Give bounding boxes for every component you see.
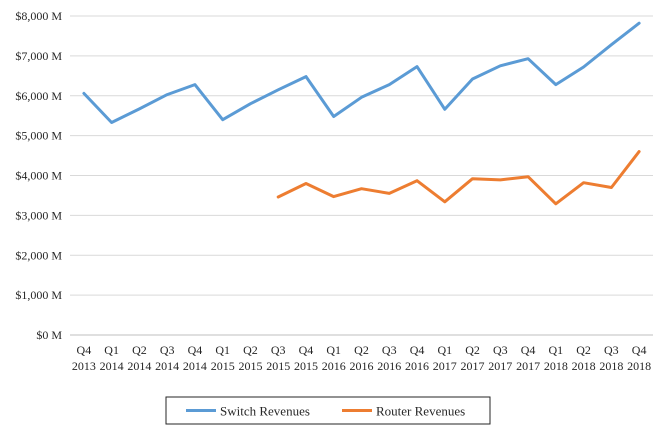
x-tick-label: Q1 2017 [433,343,457,373]
x-tick-label: Q4 2014 [183,343,207,373]
x-tick-year: 2016 [377,359,401,373]
x-tick-year: 2016 [350,359,374,373]
y-tick-label: $6,000 M [15,89,62,103]
legend: Switch Revenues Router Revenues [165,396,491,425]
legend-label: Router Revenues [376,404,465,419]
x-tick-label: Q2 2017 [461,343,485,373]
y-tick-label: $8,000 M [15,9,62,23]
y-tick-label: $1,000 M [15,288,62,302]
x-tick-quarter: Q2 [354,343,369,357]
x-tick-year: 2015 [266,359,290,373]
x-tick-label: Q2 2016 [350,343,374,373]
x-tick-year: 2014 [183,359,207,373]
x-tick-label: Q2 2018 [572,343,596,373]
x-tick-label: Q4 2016 [405,343,429,373]
x-tick-quarter: Q2 [576,343,591,357]
y-tick-label: $4,000 M [15,169,62,183]
x-tick-quarter: Q1 [104,343,119,357]
x-tick-label: Q2 2014 [127,343,151,373]
x-tick-quarter: Q1 [437,343,452,357]
y-tick-label: $3,000 M [15,208,62,222]
x-tick-quarter: Q2 [465,343,480,357]
x-tick-quarter: Q1 [215,343,230,357]
x-tick-label: Q2 2015 [238,343,262,373]
x-tick-year: 2015 [238,359,262,373]
x-tick-quarter: Q2 [243,343,258,357]
x-tick-quarter: Q4 [299,343,314,357]
x-tick-label: Q3 2016 [377,343,401,373]
y-tick-label: $5,000 M [15,129,62,143]
x-tick-label: Q4 2013 [72,343,96,373]
x-tick-quarter: Q3 [604,343,619,357]
x-tick-year: 2014 [100,359,124,373]
series-line-switch [82,21,641,124]
x-tick-label: Q3 2014 [155,343,179,373]
x-tick-year: 2017 [516,359,540,373]
x-tick-year: 2018 [599,359,623,373]
x-tick-year: 2015 [211,359,235,373]
x-tick-quarter: Q4 [521,343,536,357]
x-tick-label: Q1 2018 [544,343,568,373]
y-axis: $0 M $1,000 M $2,000 M $3,000 M $4,000 M $5,0… [15,9,62,342]
x-tick-year: 2015 [294,359,318,373]
x-tick-year: 2014 [127,359,151,373]
x-tick-label: Q4 2015 [294,343,318,373]
series-line-router [276,150,641,206]
x-tick-quarter: Q3 [382,343,397,357]
x-tick-year: 2016 [322,359,346,373]
legend-label: Switch Revenues [220,404,310,419]
x-tick-quarter: Q3 [160,343,175,357]
series-lines [82,21,641,206]
x-tick-label: Q4 2018 [627,343,651,373]
x-tick-quarter: Q4 [410,343,425,357]
x-tick-year: 2018 [544,359,568,373]
x-tick-year: 2014 [155,359,179,373]
x-tick-label: Q1 2015 [211,343,235,373]
x-tick-label: Q1 2014 [100,343,124,373]
x-tick-year: 2016 [405,359,429,373]
x-tick-year: 2018 [627,359,651,373]
y-tick-label: $7,000 M [15,49,62,63]
x-axis: Q4 2013 Q1 2014 Q2 2014 Q3 2014 Q4 2014 Q1 2015 Q2 20… [70,334,653,373]
legend-box [165,396,491,425]
x-tick-label: Q3 2017 [488,343,512,373]
x-tick-year: 2017 [488,359,512,373]
x-tick-label: Q1 2016 [322,343,346,373]
x-tick-quarter: Q1 [326,343,341,357]
x-tick-year: 2017 [433,359,457,373]
x-tick-quarter: Q3 [493,343,508,357]
x-tick-label: Q3 2015 [266,343,290,373]
x-tick-quarter: Q1 [548,343,563,357]
x-tick-year: 2013 [72,359,96,373]
x-tick-label: Q4 2017 [516,343,540,373]
x-tick-quarter: Q4 [632,343,647,357]
y-tick-label: $0 M [36,328,62,342]
x-tick-quarter: Q2 [132,343,147,357]
x-tick-label: Q3 2018 [599,343,623,373]
x-tick-quarter: Q4 [188,343,203,357]
x-tick-quarter: Q4 [77,343,92,357]
y-tick-label: $2,000 M [15,248,62,262]
x-tick-year: 2017 [461,359,485,373]
x-tick-year: 2018 [572,359,596,373]
x-tick-quarter: Q3 [271,343,286,357]
gridlines [70,15,653,296]
